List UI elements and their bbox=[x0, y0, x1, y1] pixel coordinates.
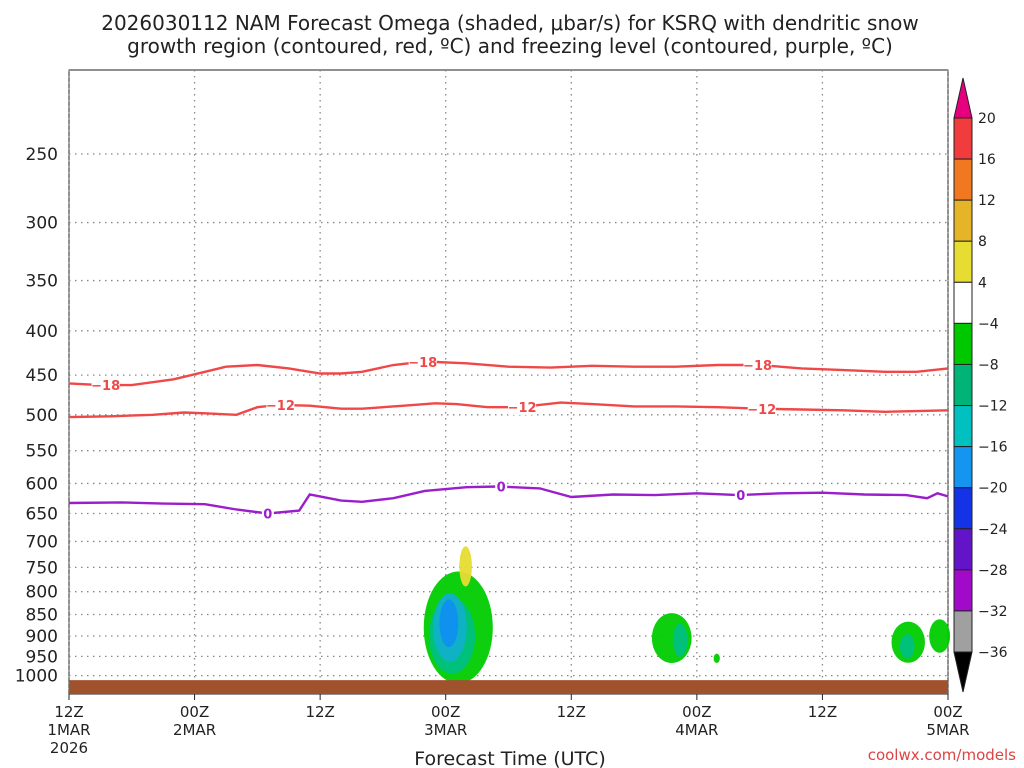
contour-label: −12 bbox=[747, 403, 776, 418]
colorbar-label: −28 bbox=[978, 563, 1008, 579]
x-tick-time: 12Z bbox=[54, 703, 83, 721]
colorbar-label: 4 bbox=[978, 275, 987, 291]
colorbar-box bbox=[953, 528, 973, 571]
contour-label-bg bbox=[91, 377, 120, 394]
y-tick-label: 600 bbox=[26, 474, 58, 494]
colorbar-label: −8 bbox=[978, 357, 999, 373]
x-tick-date: 2MAR bbox=[173, 721, 216, 739]
colorbar-box bbox=[953, 405, 973, 448]
credit-text: coolwx.com/models bbox=[868, 746, 1016, 764]
x-tick-date: 4MAR bbox=[675, 721, 718, 739]
contour-label-bg bbox=[408, 353, 437, 370]
contour-label-bg bbox=[743, 356, 772, 373]
y-tick-label: 950 bbox=[26, 647, 58, 667]
omega-area bbox=[929, 619, 951, 653]
colorbar-box bbox=[953, 240, 973, 283]
contour-label-bg bbox=[734, 487, 747, 504]
colorbar-label: 20 bbox=[978, 111, 996, 127]
ground-surface bbox=[69, 680, 948, 694]
contour-label: −12 bbox=[508, 401, 537, 416]
x-tick-time: 00Z bbox=[682, 703, 711, 721]
x-tick-time: 00Z bbox=[431, 703, 460, 721]
plot-area: 2503003504004505005506006507007508008509… bbox=[15, 69, 970, 757]
y-tick-label: 900 bbox=[26, 627, 58, 647]
x-tick-time: 12Z bbox=[808, 703, 837, 721]
colorbar-top-tip bbox=[953, 77, 973, 119]
colorbar-label: −12 bbox=[978, 399, 1008, 415]
chart-title-line2: growth region (contoured, red, ºC) and f… bbox=[127, 34, 893, 58]
contour-label-bg bbox=[261, 505, 274, 522]
plot-frame bbox=[68, 69, 949, 695]
x-tick-date: 3MAR bbox=[424, 721, 467, 739]
colorbar-label: −20 bbox=[978, 481, 1008, 497]
colorbar-box bbox=[953, 117, 973, 160]
contour-label: −18 bbox=[91, 379, 120, 394]
x-axis-label: Forecast Time (UTC) bbox=[414, 748, 605, 768]
colorbar: 20 16 12 8 4 −4 −8 −12 −16 −20 −24 −28 −32 −36 bbox=[953, 77, 1008, 693]
y-tick-label: 850 bbox=[26, 605, 58, 625]
y-tick-label: 500 bbox=[26, 406, 58, 426]
colorbar-box bbox=[953, 363, 973, 407]
contour-0C bbox=[68, 485, 949, 515]
contour-label: −18 bbox=[408, 356, 437, 371]
y-tick-label: 300 bbox=[26, 214, 58, 234]
omega-area bbox=[899, 634, 915, 659]
colorbar-box bbox=[953, 569, 973, 612]
omega-area bbox=[713, 653, 720, 664]
colorbar-box bbox=[953, 158, 973, 201]
colorbar-label: −4 bbox=[978, 316, 999, 332]
y-tick-label: 750 bbox=[26, 558, 58, 578]
y-tick-label: 650 bbox=[26, 505, 58, 525]
contour-label-bg bbox=[495, 478, 508, 495]
x-tick-year: 2026 bbox=[50, 739, 88, 757]
omega-area bbox=[672, 623, 688, 657]
colorbar-box bbox=[953, 199, 973, 242]
y-tick-label: 450 bbox=[26, 366, 58, 386]
colorbar-box bbox=[953, 487, 973, 530]
x-tick-time: 12Z bbox=[557, 703, 586, 721]
colorbar-label: −36 bbox=[978, 645, 1008, 661]
x-tick-time: 00Z bbox=[933, 703, 962, 721]
colorbar-label: 8 bbox=[978, 234, 987, 250]
colorbar-box bbox=[953, 610, 973, 653]
contour-label-bg bbox=[266, 396, 295, 413]
x-tick-date: 5MAR bbox=[926, 721, 969, 739]
colorbar-bottom-tip bbox=[953, 651, 973, 693]
colorbar-label: −32 bbox=[978, 604, 1008, 620]
x-tick-date: 1MAR bbox=[47, 721, 90, 739]
chart-title-line1: 2026030112 NAM Forecast Omega (shaded, μ… bbox=[101, 11, 919, 35]
contour-label-bg bbox=[747, 400, 776, 417]
colorbar-label: −24 bbox=[978, 522, 1008, 538]
omega-area bbox=[439, 599, 459, 648]
y-tick-label: 1000 bbox=[15, 667, 58, 687]
x-tick-time: 00Z bbox=[180, 703, 209, 721]
y-tick-label: 800 bbox=[26, 583, 58, 603]
y-tick-label: 350 bbox=[26, 272, 58, 292]
contour-label: −12 bbox=[266, 399, 295, 414]
contour-label: 0 bbox=[497, 481, 506, 496]
y-tick-label: 700 bbox=[26, 532, 58, 552]
contour--18C bbox=[68, 360, 949, 387]
colorbar-label: 16 bbox=[978, 152, 996, 168]
colorbar-box bbox=[953, 281, 973, 324]
x-tick-time: 12Z bbox=[305, 703, 334, 721]
colorbar-box bbox=[953, 322, 973, 365]
y-tick-label: 400 bbox=[26, 322, 58, 342]
contour-label: 0 bbox=[736, 489, 745, 504]
y-tick-label: 250 bbox=[26, 145, 58, 165]
contour-label: −18 bbox=[743, 359, 772, 374]
colorbar-label: 12 bbox=[978, 193, 996, 209]
colorbar-box bbox=[953, 446, 973, 489]
contour-label-bg bbox=[508, 398, 537, 415]
omega-area bbox=[459, 546, 472, 587]
contour-label: 0 bbox=[263, 508, 272, 523]
y-tick-label: 550 bbox=[26, 442, 58, 462]
colorbar-label: −16 bbox=[978, 440, 1008, 456]
